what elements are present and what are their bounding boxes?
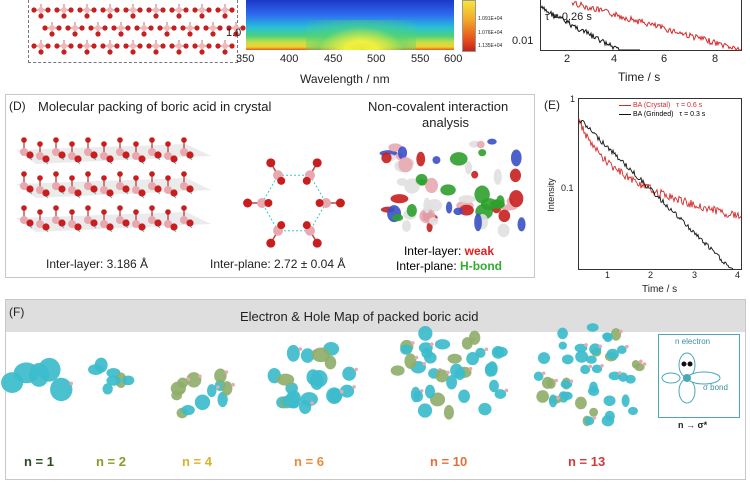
weak-label: weak [464, 244, 495, 258]
inset-n-electron: n electron [675, 337, 711, 346]
panel-e-y-tick: 1 [570, 94, 576, 104]
nci-analysis-image [379, 138, 526, 238]
n-label: n = 2 [96, 454, 126, 469]
top-decay-curves [540, 0, 742, 51]
top-tau-label: τ = 0.26 s [545, 11, 592, 23]
colorbar-label: 1.091E+04 [478, 16, 503, 22]
n-label: n = 1 [24, 454, 54, 469]
heatmap-x-label: Wavelength / nm [300, 72, 390, 86]
n-label: n = 13 [568, 454, 606, 469]
panel-e: (E) BA (Crystal) τ = 0.6 s BA (Grinded) … [540, 94, 746, 300]
colorbar [462, 0, 476, 52]
panel-e-decay-curves [578, 118, 742, 270]
emission-heatmap [246, 0, 454, 50]
panel-e-y-label: Intensity [545, 178, 556, 212]
n-label: n = 6 [294, 454, 324, 469]
panel-f-title: Electron & Hole Map of packed boric acid [240, 309, 479, 324]
inset-orbital-diagram [661, 352, 721, 404]
n-label: n = 10 [430, 454, 468, 469]
panel-d-subtitle: Non-covalent interaction [368, 99, 509, 114]
nci-caption: Inter-layer: weak Inter-plane: H-bond [395, 244, 503, 273]
heatmap-x-ticks: 350 400 450 500 550 600 [236, 53, 463, 65]
lattice-molecule-image [31, 4, 246, 55]
panel-d: (D) Molecular packing of boric acid in c… [5, 94, 535, 278]
orbital-inset: n electron σ bond [658, 334, 740, 418]
heatmap-y-tick: 1.0 [226, 27, 242, 39]
legend-entry-crystal: BA (Crystal) τ = 0.6 s [619, 101, 705, 110]
top-decay-plot [540, 0, 742, 51]
panel-e-x-ticks: 1 2 3 4 [605, 270, 741, 280]
panel-e-plot: BA (Crystal) τ = 0.6 s BA (Grinded) τ = … [578, 98, 742, 270]
electron-hole-maps [1, 323, 647, 427]
hbond-label: H-bond [460, 259, 503, 273]
crystal-layers-image [16, 137, 211, 233]
legend-entry-grinded: BA (Grinded) τ = 0.3 s [619, 110, 705, 119]
n-label: n = 4 [182, 454, 212, 469]
inset-sigma-bond: σ bond [703, 383, 728, 392]
panel-d-graphics [16, 137, 526, 248]
lattice-structure-top [28, 0, 246, 63]
top-right-x-ticks: 2 4 6 8 [564, 53, 719, 65]
panel-d-title: Molecular packing of boric acid in cryst… [38, 99, 272, 114]
top-right-x-label: Time / s [618, 70, 661, 84]
inter-layer-caption: Inter-layer: 3.186 Å [46, 257, 149, 271]
panel-e-x-label: Time / s [642, 284, 678, 295]
panel-f: (F) Electron & Hole Map of packed boric … [1, 299, 746, 480]
panel-e-legend: BA (Crystal) τ = 0.6 s BA (Grinded) τ = … [619, 101, 705, 119]
inset-transition: n → σ* [678, 420, 708, 430]
colorbar-label: 1.135E+04 [478, 43, 503, 49]
top-y-tick: 0.01 [512, 35, 534, 47]
hexagonal-network-image [243, 158, 345, 248]
panel-f-header [6, 300, 745, 332]
inter-plane-caption: Inter-plane: 2.72 ± 0.04 Å [210, 257, 346, 271]
colorbar-label: 1.076E+04 [478, 30, 503, 36]
panel-d-subtitle: analysis [422, 115, 469, 130]
panel-f-label: (F) [9, 305, 25, 319]
panel-d-label: (D) [9, 99, 26, 113]
panel-e-y-tick: 0.1 [561, 183, 574, 193]
panel-e-label: (E) [544, 98, 560, 112]
